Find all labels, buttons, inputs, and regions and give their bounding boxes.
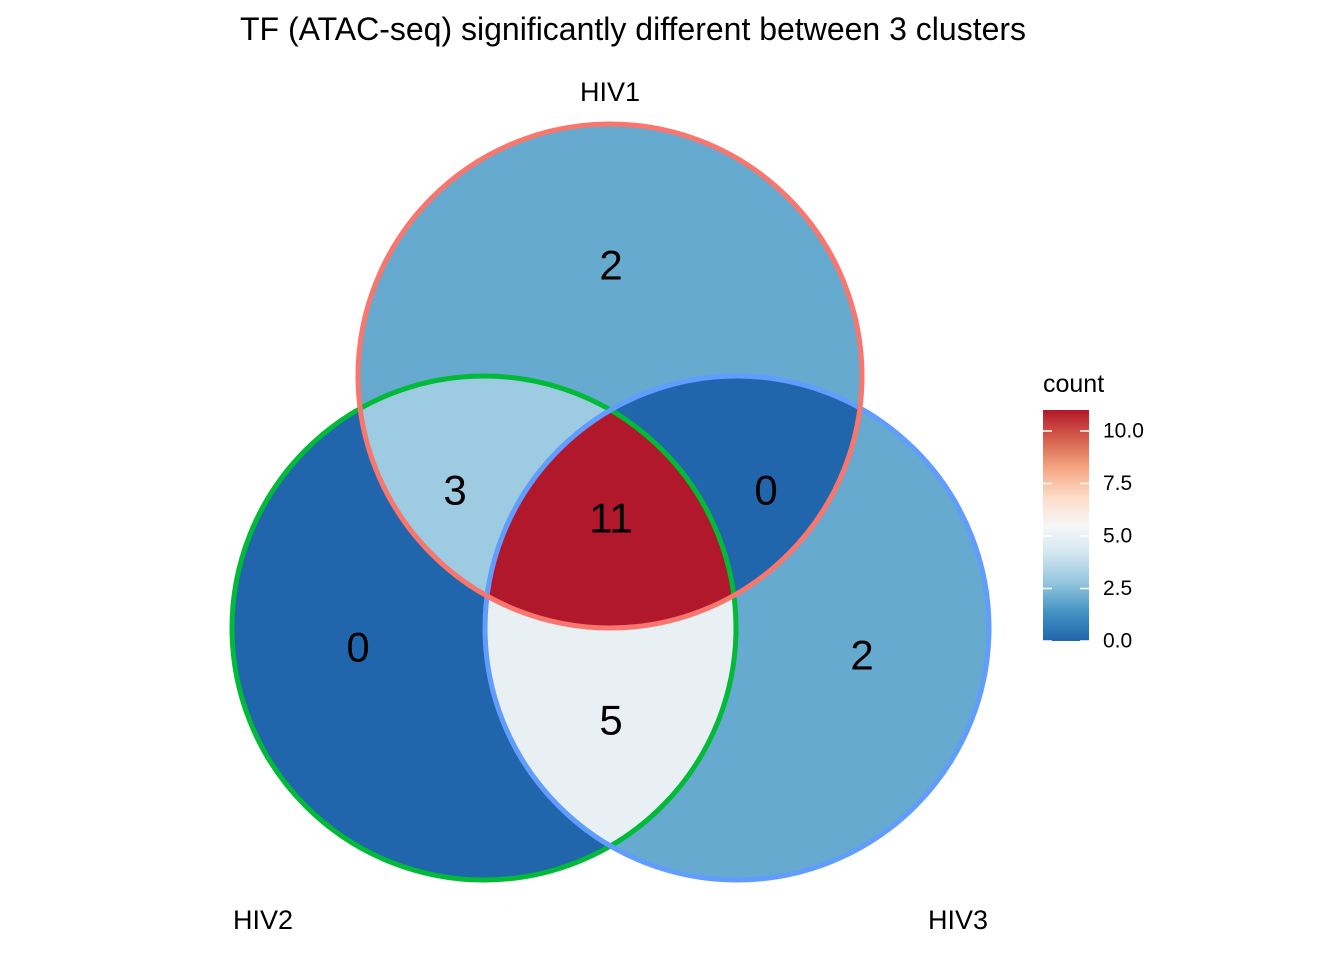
count-hiv1-hiv2: 3: [443, 467, 466, 514]
legend-colorbar: [1043, 410, 1089, 641]
set-outline-hiv1: [355, 121, 865, 631]
venn-outlines: [229, 121, 992, 883]
count-hiv1-hiv3: 0: [754, 467, 777, 514]
legend-title: count: [1043, 370, 1104, 398]
count-hiv3: 2: [850, 632, 873, 679]
set-outline-hiv2: [229, 373, 739, 883]
set-label-hiv1: HIV1: [580, 77, 640, 107]
count-hiv1: 2: [599, 242, 622, 289]
legend-ticks: 0.0 2.5 5.0 7.5 10.0: [1043, 420, 1144, 653]
set-outline-hiv3: [482, 373, 992, 883]
legend-tick-label: 7.5: [1103, 472, 1132, 495]
count-hiv2: 0: [346, 624, 369, 671]
count-hiv2-hiv3: 5: [599, 697, 622, 744]
legend-tick-label: 0.0: [1103, 630, 1132, 653]
set-label-hiv3: HIV3: [928, 905, 988, 935]
color-legend: count 0.0 2.5 5.0 7.5 10.0: [1043, 370, 1144, 653]
legend-tick-label: 10.0: [1103, 420, 1144, 443]
chart-title: TF (ATAC-seq) significantly different be…: [240, 11, 1026, 47]
legend-tick-label: 2.5: [1103, 577, 1132, 600]
set-label-hiv2: HIV2: [233, 905, 293, 935]
count-hiv1-hiv2-hiv3: 11: [589, 495, 633, 542]
legend-tick-label: 5.0: [1103, 525, 1132, 548]
venn-region-counts: 2 0 2 3 0 5 11: [346, 242, 873, 744]
